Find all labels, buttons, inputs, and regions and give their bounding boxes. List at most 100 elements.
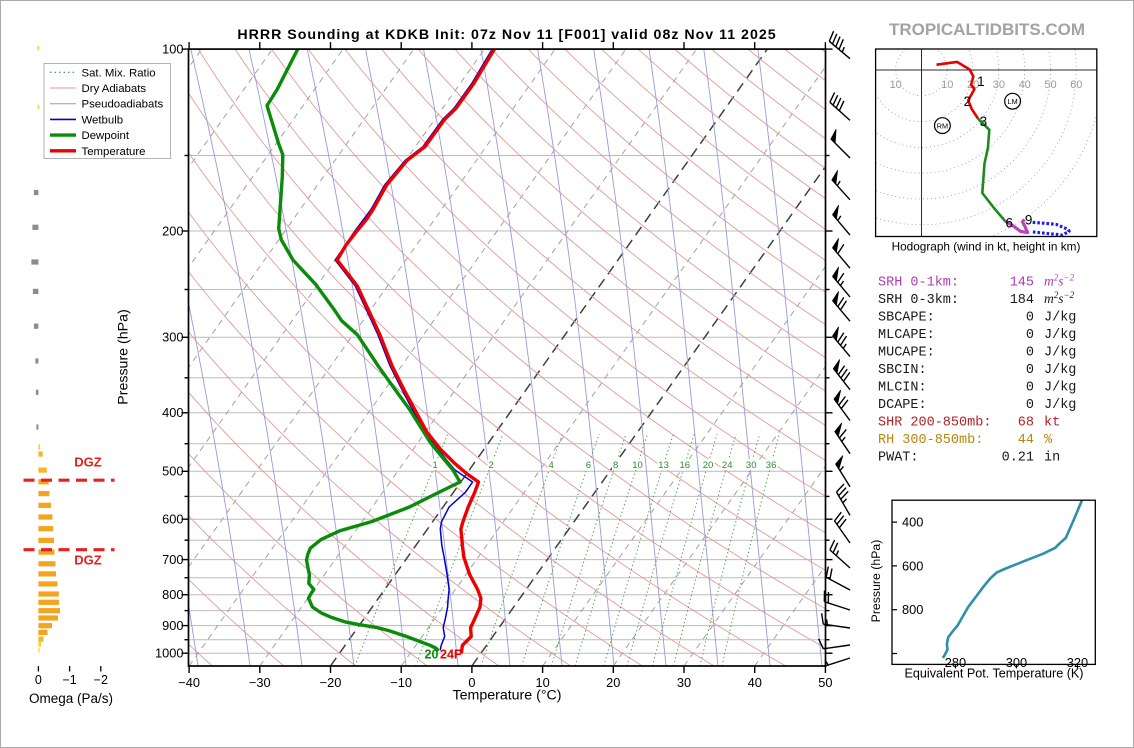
svg-text:500: 500 xyxy=(162,464,183,479)
svg-text:20: 20 xyxy=(703,460,714,471)
svg-text:DGZ: DGZ xyxy=(74,455,102,470)
svg-text:0: 0 xyxy=(1026,346,1034,361)
svg-text:20: 20 xyxy=(967,79,979,91)
svg-text:J/kg: J/kg xyxy=(1044,328,1076,343)
svg-text:3: 3 xyxy=(980,114,988,129)
svg-text:600: 600 xyxy=(902,558,923,573)
svg-text:8: 8 xyxy=(613,460,618,471)
svg-text:320: 320 xyxy=(1067,655,1088,670)
svg-text:900: 900 xyxy=(162,618,183,633)
svg-text:700: 700 xyxy=(162,552,183,567)
svg-text:DGZ: DGZ xyxy=(74,553,102,568)
svg-text:Pressure (hPa): Pressure (hPa) xyxy=(869,540,883,623)
svg-text:−20: −20 xyxy=(320,675,342,690)
svg-text:800: 800 xyxy=(902,602,923,617)
svg-text:36: 36 xyxy=(766,460,777,471)
svg-text:60: 60 xyxy=(1070,79,1082,91)
svg-text:Sat. Mix. Ratio: Sat. Mix. Ratio xyxy=(82,67,156,79)
svg-text:0: 0 xyxy=(468,675,475,690)
svg-text:Dewpoint: Dewpoint xyxy=(82,130,130,142)
svg-text:16: 16 xyxy=(680,460,691,471)
svg-text:40: 40 xyxy=(748,675,762,690)
svg-text:44: 44 xyxy=(1018,433,1034,448)
svg-text:30: 30 xyxy=(677,675,691,690)
svg-text:MLCIN:: MLCIN: xyxy=(878,381,927,396)
svg-text:200: 200 xyxy=(162,223,183,238)
svg-text:−10: −10 xyxy=(390,675,412,690)
svg-text:10: 10 xyxy=(535,675,549,690)
svg-text:2: 2 xyxy=(488,460,493,471)
svg-text:HRRR Sounding at KDKB Init: 07: HRRR Sounding at KDKB Init: 07z Nov 11 [… xyxy=(237,27,776,43)
svg-text:13: 13 xyxy=(658,460,669,471)
svg-text:184: 184 xyxy=(1010,293,1034,308)
svg-text:600: 600 xyxy=(162,512,183,527)
svg-text:50: 50 xyxy=(818,675,832,690)
svg-text:30: 30 xyxy=(746,460,757,471)
svg-text:0: 0 xyxy=(35,673,42,687)
svg-text:%: % xyxy=(1044,433,1053,448)
svg-text:0: 0 xyxy=(1026,311,1034,326)
svg-text:Dry Adiabats: Dry Adiabats xyxy=(82,83,147,95)
svg-text:Temperature (°C): Temperature (°C) xyxy=(453,688,562,704)
svg-text:145: 145 xyxy=(1010,276,1034,291)
svg-text:−2: −2 xyxy=(94,673,108,687)
svg-text:J/kg: J/kg xyxy=(1044,363,1076,378)
svg-text:MLCAPE:: MLCAPE: xyxy=(878,328,935,343)
svg-text:PWAT:: PWAT: xyxy=(878,451,919,466)
svg-text:SBCIN:: SBCIN: xyxy=(878,363,927,378)
svg-text:50: 50 xyxy=(1044,79,1056,91)
svg-text:2: 2 xyxy=(964,94,972,109)
svg-text:100: 100 xyxy=(162,41,183,56)
svg-text:SHR 200-850mb:: SHR 200-850mb: xyxy=(878,416,991,431)
svg-text:24F: 24F xyxy=(440,648,462,662)
svg-text:kt: kt xyxy=(1044,416,1060,431)
svg-text:SRH 0-1km:: SRH 0-1km: xyxy=(878,276,959,291)
svg-text:300: 300 xyxy=(162,330,183,345)
svg-text:0: 0 xyxy=(1026,381,1034,396)
svg-text:Equivalent Pot. Temperature (K: Equivalent Pot. Temperature (K) xyxy=(905,667,1084,681)
svg-text:−30: −30 xyxy=(249,675,271,690)
svg-text:MUCAPE:: MUCAPE: xyxy=(878,346,935,361)
svg-text:10: 10 xyxy=(632,460,643,471)
svg-text:300: 300 xyxy=(1006,655,1027,670)
svg-text:0: 0 xyxy=(1026,328,1034,343)
svg-text:20: 20 xyxy=(606,675,620,690)
svg-text:800: 800 xyxy=(162,587,183,602)
svg-text:9: 9 xyxy=(1025,213,1033,228)
svg-text:1: 1 xyxy=(432,460,437,471)
svg-text:10: 10 xyxy=(941,79,953,91)
svg-text:6: 6 xyxy=(586,460,591,471)
svg-text:−40: −40 xyxy=(178,675,200,690)
svg-text:LM: LM xyxy=(1008,97,1018,106)
svg-text:Hodograph (wind in kt, height: Hodograph (wind in kt, height in km) xyxy=(892,240,1081,254)
svg-text:DCAPE:: DCAPE: xyxy=(878,398,927,413)
svg-text:40: 40 xyxy=(1019,79,1031,91)
svg-text:6: 6 xyxy=(1006,216,1014,231)
svg-text:SBCAPE:: SBCAPE: xyxy=(878,311,935,326)
svg-text:RH 300-850mb:: RH 300-850mb: xyxy=(878,433,983,448)
svg-text:400: 400 xyxy=(162,405,183,420)
svg-text:68: 68 xyxy=(1018,416,1034,431)
svg-text:20: 20 xyxy=(425,648,439,662)
svg-text:−1: −1 xyxy=(62,673,76,687)
svg-text:280: 280 xyxy=(945,655,966,670)
svg-text:J/kg: J/kg xyxy=(1044,346,1076,361)
svg-text:Wetbulb: Wetbulb xyxy=(82,114,124,126)
svg-text:Pressure (hPa): Pressure (hPa) xyxy=(116,309,132,404)
svg-text:4: 4 xyxy=(549,460,554,471)
svg-text:SRH 0-3km:: SRH 0-3km: xyxy=(878,293,959,308)
svg-text:Temperature: Temperature xyxy=(82,146,146,158)
svg-text:1: 1 xyxy=(977,74,985,89)
svg-text:0: 0 xyxy=(1026,398,1034,413)
svg-text:24: 24 xyxy=(722,460,733,471)
svg-text:J/kg: J/kg xyxy=(1044,398,1076,413)
svg-text:J/kg: J/kg xyxy=(1044,381,1076,396)
svg-text:Pseudoadiabats: Pseudoadiabats xyxy=(82,99,164,111)
svg-text:400: 400 xyxy=(902,515,923,530)
svg-text:10: 10 xyxy=(890,79,902,91)
svg-text:1000: 1000 xyxy=(155,646,183,661)
svg-text:0: 0 xyxy=(1026,363,1034,378)
svg-text:TROPICALTIDBITS.COM: TROPICALTIDBITS.COM xyxy=(889,20,1085,39)
svg-text:in: in xyxy=(1044,451,1060,466)
svg-text:Omega (Pa/s): Omega (Pa/s) xyxy=(29,691,113,706)
